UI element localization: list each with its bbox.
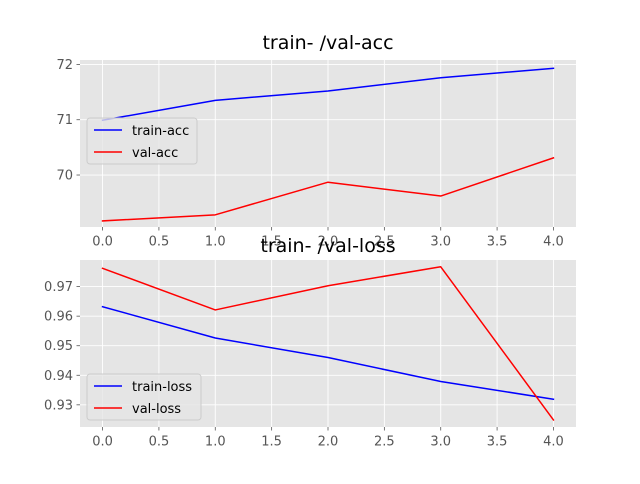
series-line-val-acc xyxy=(101,156,555,222)
x-tick-label: 2.5 xyxy=(374,235,395,250)
x-tick-label: 0.5 xyxy=(149,435,170,450)
series-line-train-loss xyxy=(101,305,555,401)
series-line-val-loss xyxy=(101,266,555,421)
x-tick-label: 1.0 xyxy=(205,435,226,450)
y-tick-label: 71 xyxy=(56,113,73,128)
chart-title: train- /val-acc xyxy=(262,32,393,54)
x-tick-label: 3.0 xyxy=(430,435,451,450)
x-tick-label: 0.0 xyxy=(92,235,113,250)
x-tick-label: 3.5 xyxy=(487,435,508,450)
series-line-train-acc xyxy=(101,67,555,122)
y-tick-label: 0.93 xyxy=(44,398,73,413)
x-tick-label: 3.5 xyxy=(487,235,508,250)
y-tick-label: 72 xyxy=(56,58,73,73)
y-tick-label: 70 xyxy=(56,169,73,184)
y-tick-label: 0.95 xyxy=(44,339,73,354)
chart-title: train- /val-loss xyxy=(260,235,395,257)
x-tick-label: 4.0 xyxy=(543,235,564,250)
subplot-accuracy: 0.0 0.5 1.0 1.5 2.0 2.5 3.0 3.5 4.0 70 71 72 train-a… xyxy=(56,32,576,250)
y-tick-label: 0.97 xyxy=(44,280,73,295)
y-tick-label: 0.96 xyxy=(44,310,73,325)
legend: train-acc val-acc xyxy=(86,117,198,165)
legend-label: train-loss xyxy=(132,380,192,395)
x-tick-label: 2.5 xyxy=(374,435,395,450)
legend-label: train-acc xyxy=(132,124,189,139)
subplot-loss: 0.0 0.5 1.0 1.5 2.0 2.5 3.0 3.5 4.0 0.93 0.94 0.95 0… xyxy=(44,235,576,450)
x-tick-label: 2.0 xyxy=(318,435,339,450)
legend: train-loss val-loss xyxy=(86,373,202,421)
y-tick-label: 0.94 xyxy=(44,369,73,384)
x-tick-label: 2.0 xyxy=(318,235,339,250)
x-tick-label: 4.0 xyxy=(543,435,564,450)
x-tick-label: 3.0 xyxy=(430,235,451,250)
legend-label: val-loss xyxy=(132,402,181,417)
x-tick-label: 1.5 xyxy=(261,435,282,450)
x-tick-label: 1.0 xyxy=(205,235,226,250)
x-tick-label: 0.5 xyxy=(149,235,170,250)
x-tick-label: 0.0 xyxy=(92,435,113,450)
legend-label: val-acc xyxy=(132,146,178,161)
x-tick-label: 1.5 xyxy=(261,235,282,250)
